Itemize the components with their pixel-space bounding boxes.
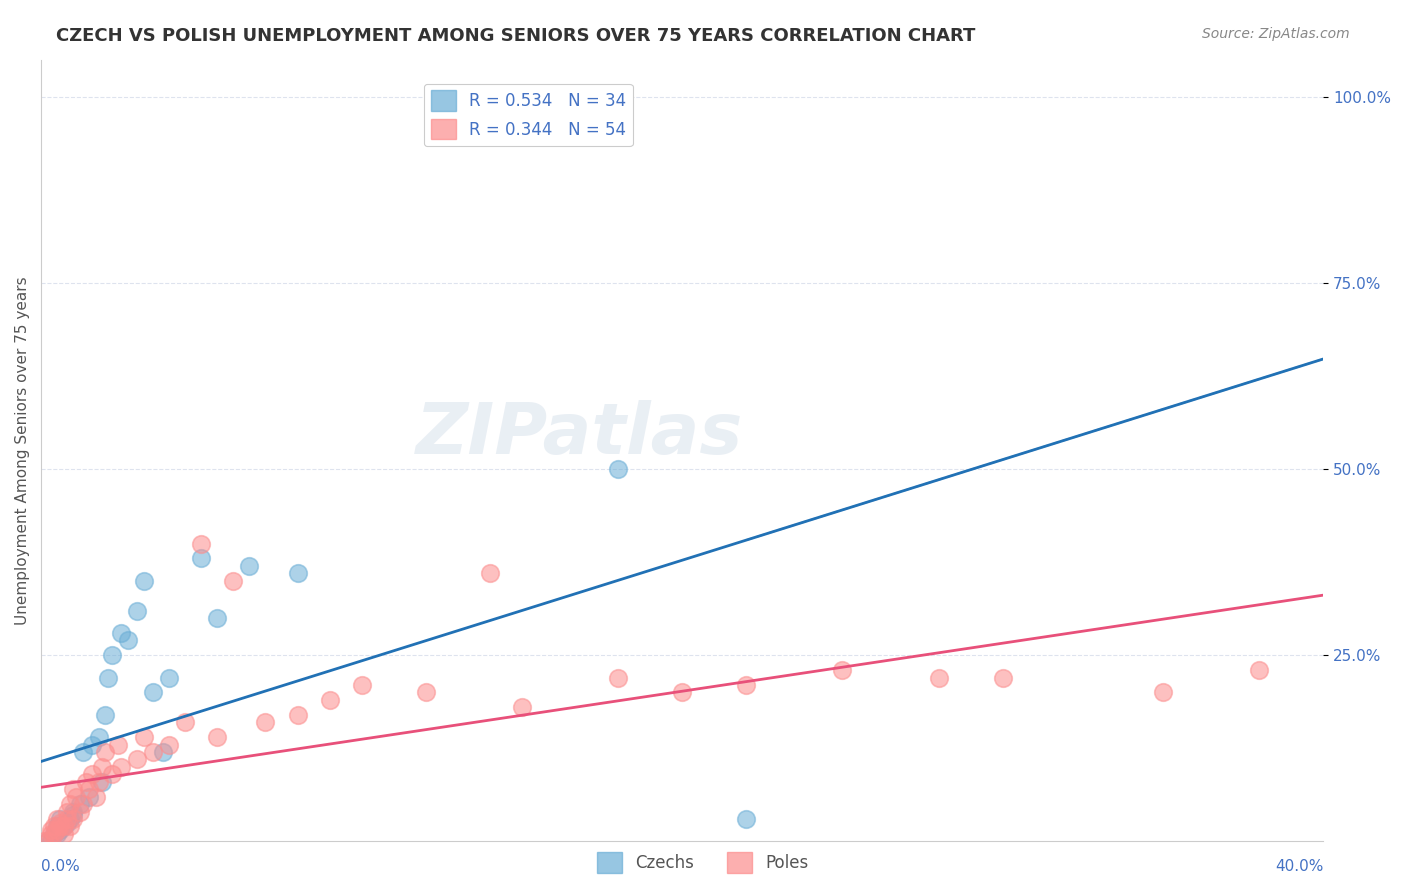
Point <box>49 819 72 833</box>
Point <box>87 730 110 744</box>
Point <box>59 797 82 811</box>
Point <box>39 823 62 838</box>
Point <box>94 745 117 759</box>
Point <box>157 671 180 685</box>
Point <box>91 760 114 774</box>
Point <box>42 819 65 833</box>
Point <box>46 819 69 833</box>
Point <box>62 808 84 822</box>
Point <box>62 805 84 819</box>
Point <box>55 805 77 819</box>
Text: 40.0%: 40.0% <box>1275 859 1323 874</box>
Point <box>39 834 62 848</box>
Point <box>46 827 69 841</box>
Point <box>42 827 65 841</box>
Point <box>991 671 1014 685</box>
Point <box>110 625 132 640</box>
Point <box>69 805 91 819</box>
Point <box>37 834 59 848</box>
Point <box>174 715 197 730</box>
Point <box>82 738 104 752</box>
Point <box>49 815 72 830</box>
Point <box>1152 685 1174 699</box>
Text: Source: ZipAtlas.com: Source: ZipAtlas.com <box>1202 27 1350 41</box>
Text: ZIPatlas: ZIPatlas <box>416 401 744 469</box>
Point <box>42 827 65 841</box>
Point <box>46 812 69 826</box>
Point <box>52 827 75 841</box>
Point <box>52 819 75 833</box>
Point <box>254 715 277 730</box>
Point <box>478 566 501 581</box>
Point <box>110 760 132 774</box>
Point <box>190 551 212 566</box>
Point <box>142 745 165 759</box>
Point <box>107 738 129 752</box>
Point <box>100 767 122 781</box>
Point <box>49 812 72 826</box>
Point <box>37 834 59 848</box>
Point <box>132 574 155 588</box>
Point <box>69 797 91 811</box>
Point <box>190 536 212 550</box>
Y-axis label: Unemployment Among Seniors over 75 years: Unemployment Among Seniors over 75 years <box>15 277 30 624</box>
Point <box>510 700 533 714</box>
Point <box>55 812 77 826</box>
Point <box>152 745 174 759</box>
Point <box>127 752 149 766</box>
Point <box>62 782 84 797</box>
Legend: R = 0.534   N = 34, R = 0.344   N = 54: R = 0.534 N = 34, R = 0.344 N = 54 <box>425 84 633 146</box>
Point <box>928 671 950 685</box>
Point <box>735 678 758 692</box>
Point <box>77 782 100 797</box>
Point <box>607 671 630 685</box>
Text: 0.0%: 0.0% <box>41 859 80 874</box>
Point <box>287 707 309 722</box>
Point <box>62 812 84 826</box>
Point <box>65 789 87 804</box>
Point <box>59 812 82 826</box>
Text: CZECH VS POLISH UNEMPLOYMENT AMONG SENIORS OVER 75 YEARS CORRELATION CHART: CZECH VS POLISH UNEMPLOYMENT AMONG SENIO… <box>56 27 976 45</box>
Point <box>55 815 77 830</box>
Legend: Czechs, Poles: Czechs, Poles <box>591 846 815 880</box>
Point <box>87 774 110 789</box>
Point <box>77 789 100 804</box>
Point <box>97 671 120 685</box>
Point <box>157 738 180 752</box>
Point <box>735 812 758 826</box>
Point <box>82 767 104 781</box>
Point <box>59 819 82 833</box>
Point <box>91 774 114 789</box>
Point <box>49 823 72 838</box>
Point <box>1249 663 1271 677</box>
Point <box>207 611 229 625</box>
Point <box>671 685 693 699</box>
Point <box>117 633 139 648</box>
Point <box>39 827 62 841</box>
Point <box>75 774 97 789</box>
Point <box>72 797 94 811</box>
Point <box>46 823 69 838</box>
Point <box>132 730 155 744</box>
Point <box>238 558 260 573</box>
Point <box>350 678 373 692</box>
Point <box>415 685 437 699</box>
Point <box>287 566 309 581</box>
Point <box>318 693 340 707</box>
Point <box>207 730 229 744</box>
Point <box>142 685 165 699</box>
Point <box>831 663 853 677</box>
Point <box>34 834 56 848</box>
Point <box>72 745 94 759</box>
Point <box>84 789 107 804</box>
Point <box>100 648 122 663</box>
Point <box>52 819 75 833</box>
Point <box>127 603 149 617</box>
Point <box>607 462 630 476</box>
Point <box>94 707 117 722</box>
Point <box>222 574 245 588</box>
